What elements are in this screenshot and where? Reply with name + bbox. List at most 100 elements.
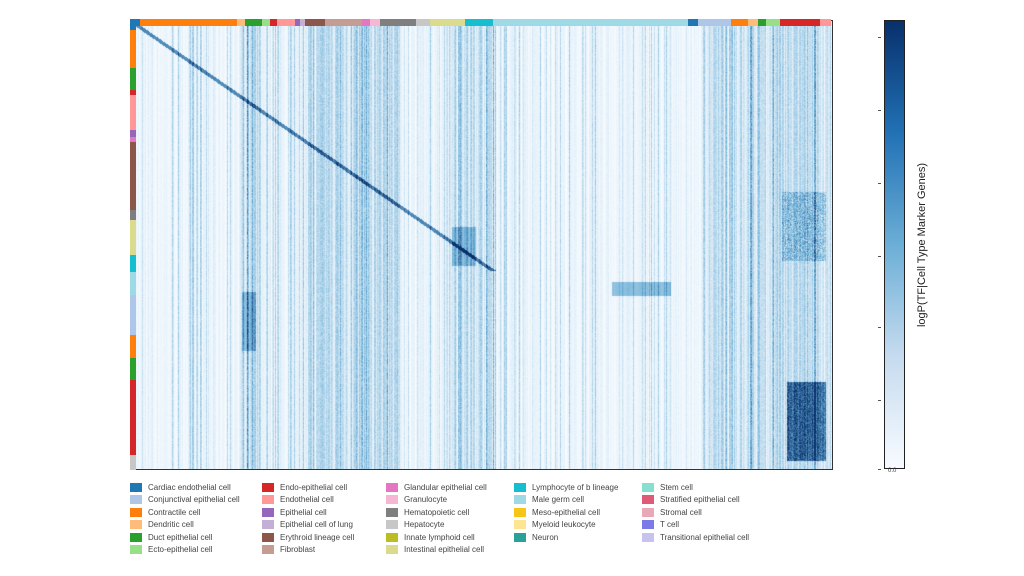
legend-swatch bbox=[642, 507, 654, 517]
group-segment bbox=[130, 335, 136, 358]
group-segment bbox=[130, 142, 136, 210]
legend-label: Meso-epithelial cell bbox=[532, 507, 601, 517]
legend-label: Lymphocyte of b lineage bbox=[532, 483, 619, 492]
colorbar bbox=[884, 20, 905, 469]
legend-item: Transitional epithelial cell bbox=[642, 532, 749, 543]
group-segment bbox=[140, 19, 237, 26]
legend-swatch bbox=[262, 545, 274, 554]
group-segment bbox=[130, 210, 136, 220]
legend-swatch bbox=[386, 520, 398, 530]
legend-label: Endo-epithelial cell bbox=[280, 483, 348, 492]
colorbar-tick bbox=[878, 183, 881, 184]
colorbar-tick bbox=[878, 469, 881, 470]
group-segment bbox=[262, 19, 270, 26]
legend-item: Fibroblast bbox=[262, 544, 315, 555]
legend-swatch bbox=[386, 483, 398, 492]
legend-item: Stratified epithelial cell bbox=[642, 494, 740, 505]
legend-label: Hematopoietic cell bbox=[404, 507, 470, 517]
legend-label: Epithelial cell of lung bbox=[280, 520, 353, 530]
legend-swatch bbox=[130, 483, 142, 492]
legend-swatch bbox=[130, 495, 142, 505]
legend-item: Dendritic cell bbox=[130, 519, 194, 530]
legend-item: Conjunctival epithelial cell bbox=[130, 494, 240, 505]
legend-label: Male germ cell bbox=[532, 495, 585, 505]
legend-item: Neuron bbox=[514, 532, 558, 543]
legend-label: Hepatocyte bbox=[404, 520, 445, 530]
legend-item: Granulocyte bbox=[386, 494, 447, 505]
legend-swatch bbox=[130, 532, 142, 542]
group-segment bbox=[130, 30, 136, 68]
group-segment bbox=[766, 19, 780, 26]
legend-label: Intestinal epithelial cell bbox=[404, 545, 485, 554]
colorbar-tick bbox=[878, 256, 881, 257]
group-segment bbox=[130, 137, 136, 142]
legend-label: Cardiac endothelial cell bbox=[148, 483, 231, 492]
legend-item: Intestinal epithelial cell bbox=[386, 544, 484, 555]
legend-swatch bbox=[262, 520, 274, 530]
group-segment bbox=[362, 19, 370, 26]
legend-label: Granulocyte bbox=[404, 495, 448, 505]
legend-item: Hepatocyte bbox=[386, 519, 444, 530]
legend-label: Erythroid lineage cell bbox=[280, 532, 355, 542]
legend-label: Conjunctival epithelial cell bbox=[148, 495, 240, 505]
group-segment bbox=[325, 19, 362, 26]
group-segment bbox=[277, 19, 295, 26]
group-segment bbox=[130, 380, 136, 455]
legend-item: Meso-epithelial cell bbox=[514, 507, 600, 518]
legend-swatch bbox=[386, 532, 398, 542]
group-segment bbox=[245, 19, 262, 26]
legend-swatch bbox=[130, 520, 142, 530]
group-segment bbox=[130, 272, 136, 295]
legend-label: Stromal cell bbox=[660, 507, 702, 517]
group-segment bbox=[380, 19, 416, 26]
row-group-annotation-bar bbox=[130, 20, 136, 470]
legend-label: Duct epithelial cell bbox=[148, 532, 213, 542]
column-group-annotation-bar bbox=[130, 19, 831, 26]
legend-swatch bbox=[262, 507, 274, 517]
legend-item: Epithelial cell of lung bbox=[262, 519, 353, 530]
legend-item: Stromal cell bbox=[642, 507, 702, 518]
legend-item: Duct epithelial cell bbox=[130, 532, 212, 543]
legend-item: Male germ cell bbox=[514, 494, 584, 505]
legend-label: Dendritic cell bbox=[148, 520, 194, 530]
legend-swatch bbox=[262, 532, 274, 542]
legend-label: Stratified epithelial cell bbox=[660, 495, 740, 505]
legend-swatch bbox=[386, 545, 398, 554]
legend-item: Lymphocyte of b lineage bbox=[514, 482, 618, 493]
legend-swatch bbox=[386, 507, 398, 517]
group-segment bbox=[237, 19, 245, 26]
legend-label: Ecto-epithelial cell bbox=[148, 545, 213, 554]
group-segment bbox=[416, 19, 430, 26]
colorbar-tick bbox=[878, 400, 881, 401]
group-segment bbox=[688, 19, 698, 26]
legend-item: Endothelial cell bbox=[262, 494, 334, 505]
legend-swatch bbox=[514, 495, 526, 505]
legend-item: Contractile cell bbox=[130, 507, 200, 518]
legend-swatch bbox=[130, 507, 142, 517]
colorbar-min-tick-label: 0.0 bbox=[888, 468, 897, 474]
legend-label: Stem cell bbox=[660, 483, 693, 492]
legend-item: Glandular epithelial cell bbox=[386, 482, 487, 493]
group-segment bbox=[270, 19, 277, 26]
group-segment bbox=[130, 95, 136, 130]
legend-swatch bbox=[642, 495, 654, 505]
legend-item: Innate lymphoid cell bbox=[386, 532, 475, 543]
legend-swatch bbox=[514, 483, 526, 492]
group-segment bbox=[698, 19, 731, 26]
group-segment bbox=[430, 19, 465, 26]
legend-swatch bbox=[514, 507, 526, 517]
group-segment bbox=[130, 255, 136, 272]
group-segment bbox=[130, 20, 136, 30]
heatmap-cells bbox=[131, 21, 832, 469]
group-segment bbox=[820, 19, 831, 26]
group-segment bbox=[370, 19, 380, 26]
legend-swatch bbox=[262, 495, 274, 505]
legend-item: Cardiac endothelial cell bbox=[130, 482, 231, 493]
legend-swatch bbox=[262, 483, 274, 492]
legend-item: Myeloid leukocyte bbox=[514, 519, 596, 530]
legend-label: Fibroblast bbox=[280, 545, 316, 554]
group-segment bbox=[780, 19, 820, 26]
legend-swatch bbox=[386, 495, 398, 505]
legend-swatch bbox=[514, 532, 526, 542]
legend-swatch bbox=[642, 520, 654, 530]
